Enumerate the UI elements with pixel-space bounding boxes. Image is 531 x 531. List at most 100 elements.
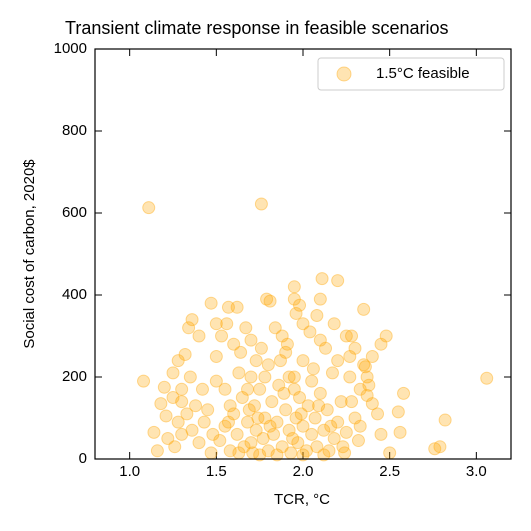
scatter-point [171, 354, 185, 368]
scatter-point [195, 382, 209, 396]
scatter-point [175, 427, 189, 441]
scatter-point [253, 448, 267, 462]
scatter-point [391, 405, 405, 419]
scatter-point [261, 444, 275, 458]
scatter-point [353, 382, 367, 396]
scatter-point [305, 427, 319, 441]
scatter-point [185, 423, 199, 437]
scatter-point [351, 434, 365, 448]
scatter-point [305, 374, 319, 388]
scatter-point [315, 272, 329, 286]
scatter-point [267, 427, 281, 441]
scatter-point [362, 378, 376, 392]
scatter-point [221, 415, 235, 429]
scatter-point [223, 444, 237, 458]
plot-frame [94, 48, 512, 460]
scatter-point [345, 395, 359, 409]
scatter-point [168, 440, 182, 454]
scatter-point [234, 345, 248, 359]
scatter-point [239, 321, 253, 335]
scatter-point [182, 321, 196, 335]
scatter-point [263, 419, 277, 433]
scatter-point [137, 374, 151, 388]
scatter-point [241, 415, 255, 429]
scatter-point [197, 415, 211, 429]
legend-marker [336, 66, 352, 82]
scatter-point [286, 432, 300, 445]
scatter-point [317, 448, 331, 462]
scatter-point [287, 382, 301, 396]
scatter-point [287, 370, 301, 384]
scatter-point [277, 386, 291, 400]
scatter-point [293, 391, 307, 404]
scatter-point [287, 280, 301, 294]
scatter-point [331, 354, 345, 368]
scatter-point [232, 446, 246, 460]
scatter-point [296, 354, 310, 368]
y-tick-label: 0 [79, 450, 87, 467]
scatter-point [232, 366, 246, 380]
scatter-point [312, 399, 326, 413]
scatter-point [353, 419, 367, 433]
scatter-point [258, 370, 272, 384]
scatter-point [282, 423, 296, 437]
scatter-point [480, 371, 494, 385]
y-tick-label: 200 [62, 368, 87, 385]
scatter-point [334, 395, 348, 409]
scatter-point [289, 306, 303, 320]
scatter-point [241, 382, 255, 396]
scatter-point [185, 313, 199, 327]
scatter-point [296, 419, 310, 433]
scatter-point [256, 432, 270, 445]
scatter-point [247, 399, 261, 413]
x-tick-label: 2.0 [293, 463, 314, 480]
y-axis-label: Social cost of carbon, 2020$ [21, 159, 38, 349]
scatter-point [270, 448, 284, 462]
scatter-point [192, 436, 206, 450]
scatter-point [159, 409, 173, 423]
scatter-point [230, 300, 244, 314]
scatter-point [150, 444, 164, 458]
scatter-point [253, 382, 267, 396]
scatter-point [313, 292, 327, 306]
scatter-point [374, 337, 388, 351]
scatter-point [365, 350, 379, 363]
scatter-point [227, 407, 241, 421]
scatter-point [320, 403, 334, 417]
scatter-point [331, 274, 345, 288]
y-tick-label: 1000 [54, 40, 87, 57]
scatter-point [201, 403, 215, 417]
x-tick-label: 3.0 [466, 463, 487, 480]
scatter-point [374, 427, 388, 441]
scatter-point [204, 296, 218, 310]
scatter-point [166, 366, 180, 380]
scatter-point [291, 436, 305, 450]
scatter-point [147, 425, 161, 439]
scatter-point [296, 448, 310, 462]
scatter-point [339, 425, 353, 439]
scatter-point [261, 358, 275, 372]
scatter-point [209, 374, 223, 388]
scatter-point [293, 298, 307, 312]
scatter-point [383, 446, 397, 460]
scatter-point [246, 446, 260, 460]
scatter-point [279, 345, 293, 359]
scatter-point [379, 329, 393, 343]
scatter-point [339, 329, 353, 343]
scatter-point [360, 388, 374, 402]
scatter-point [303, 325, 317, 339]
scatter-point [275, 440, 289, 454]
scatter-point [275, 329, 289, 343]
scatter-point [189, 399, 203, 413]
scatter-point [357, 302, 371, 316]
y-tick-label: 400 [62, 286, 87, 303]
scatter-point [296, 317, 310, 331]
scatter-point [263, 294, 277, 308]
scatter-point [227, 337, 241, 351]
scatter-point [327, 432, 341, 445]
scatter-point [204, 446, 218, 460]
scatter-point [175, 382, 189, 396]
scatter-point [260, 292, 274, 306]
scatter-point [282, 370, 296, 384]
scatter-point [171, 415, 185, 429]
